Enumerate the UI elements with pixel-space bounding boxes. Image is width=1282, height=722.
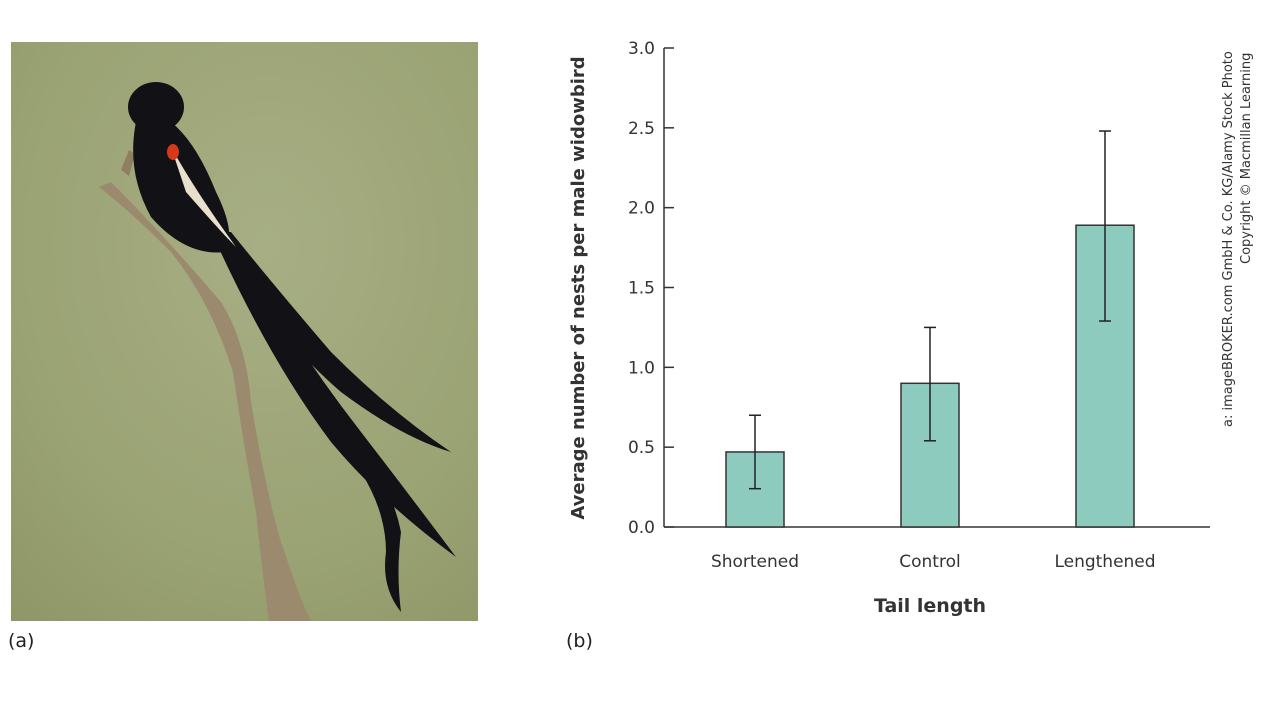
panel-label-a: (a) bbox=[8, 630, 35, 652]
x-axis-title: Tail length bbox=[874, 595, 986, 617]
bar-chart: 0.0 0.5 1.0 1.5 2.0 2.5 3.0 Shortened Control Len… bbox=[568, 39, 1210, 617]
credit-line-2: Copyright © Macmillan Learning bbox=[1239, 52, 1254, 264]
widowbird-photo bbox=[11, 42, 478, 621]
y-tick-label: 3.0 bbox=[628, 39, 655, 59]
y-tick-label: 0.0 bbox=[628, 518, 655, 538]
y-tick-label: 0.5 bbox=[628, 438, 655, 458]
y-tick-label: 2.0 bbox=[628, 199, 655, 219]
x-tick-label: Control bbox=[899, 552, 960, 572]
panel-label-b: (b) bbox=[566, 630, 593, 652]
branch bbox=[99, 182, 311, 621]
photo-credit: a: imageBROKER.com GmbH & Co. KG/Alamy S… bbox=[1217, 42, 1257, 427]
x-tick-label: Shortened bbox=[711, 552, 799, 572]
bird bbox=[128, 82, 456, 612]
y-tick-label: 2.5 bbox=[628, 119, 655, 139]
x-tick-label: Lengthened bbox=[1054, 552, 1155, 572]
y-tick-label: 1.0 bbox=[628, 358, 655, 378]
y-tick-label: 1.5 bbox=[628, 279, 655, 299]
y-axis-title: Average number of nests per male widowbi… bbox=[568, 56, 589, 519]
credit-line-1: a: imageBROKER.com GmbH & Co. KG/Alamy S… bbox=[1221, 51, 1236, 427]
